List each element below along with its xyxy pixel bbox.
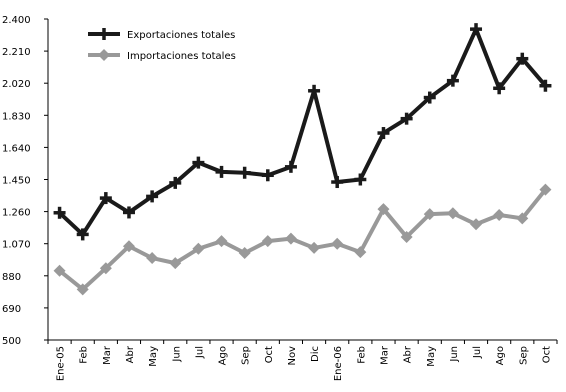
legend-label-importaciones: Importaciones totales	[127, 51, 236, 62]
x-tick-label: Oct	[541, 346, 552, 363]
y-tick-label: 1.830	[2, 111, 31, 122]
data-point	[261, 235, 274, 248]
x-tick-label: Oct	[264, 346, 275, 363]
y-tick-label: 2.210	[2, 47, 31, 58]
x-tick-label: Feb	[79, 346, 90, 364]
data-point	[423, 208, 436, 221]
data-point	[169, 257, 182, 270]
data-point	[516, 52, 529, 65]
legend-swatch-marker	[98, 28, 110, 40]
data-point	[76, 283, 89, 296]
data-point	[331, 176, 344, 189]
x-tick-label: Ago	[495, 346, 506, 365]
x-tick-label: Mar	[102, 345, 113, 365]
x-tick-label: Ago	[218, 346, 229, 365]
y-tick-label: 1.070	[2, 240, 31, 251]
data-point	[215, 235, 228, 248]
series-exportaciones	[53, 23, 552, 241]
series-importaciones	[53, 183, 552, 296]
data-point	[76, 228, 89, 241]
data-point	[354, 173, 367, 186]
y-tick-label: 2.400	[2, 15, 31, 26]
data-point	[377, 203, 390, 216]
legend-marker	[98, 28, 110, 40]
x-axis-ticks: Ene-05 Feb Mar Abr May Jun Jul Ago Sep Oct Nov Dic E…	[47, 340, 558, 381]
x-tick-label: Ene-06	[333, 346, 344, 381]
data-point	[539, 79, 552, 92]
y-tick-label: 500	[2, 336, 21, 347]
x-tick-label: Jul	[472, 346, 483, 359]
data-point	[400, 230, 413, 243]
data-point	[284, 160, 297, 173]
y-tick-label: 2.020	[2, 79, 31, 90]
x-tick-label: Sep	[241, 346, 252, 365]
data-point	[53, 264, 66, 277]
x-tick-label: Sep	[518, 346, 529, 365]
data-point	[400, 112, 413, 125]
data-point	[238, 166, 251, 179]
x-tick-label: May	[148, 346, 159, 367]
y-tick-label: 1.450	[2, 176, 31, 187]
x-tick-label: Nov	[287, 346, 298, 366]
legend-swatch-marker	[98, 49, 110, 61]
x-tick-label: Ene-05	[56, 346, 67, 381]
data-point	[99, 262, 112, 275]
x-tick-label: Mar	[379, 345, 390, 365]
data-point	[493, 82, 506, 95]
y-tick-label: 1.640	[2, 143, 31, 154]
x-tick-label: Jul	[194, 346, 205, 359]
data-point	[146, 190, 159, 203]
data-point	[146, 252, 159, 265]
legend-item-importaciones: Importaciones totales	[88, 49, 236, 62]
data-point	[192, 156, 205, 169]
legend-item-exportaciones: Exportaciones totales	[88, 28, 235, 41]
data-point	[516, 212, 529, 225]
data-point	[446, 207, 459, 220]
data-point	[470, 218, 483, 231]
data-point	[423, 91, 436, 104]
y-axis-ticks: 2.400 2.210 2.020 1.830 1.640 1.450 1.260 1.070…	[2, 15, 48, 347]
chart-series	[53, 23, 552, 296]
x-tick-label: Abr	[125, 345, 136, 363]
data-point	[238, 246, 251, 259]
data-point	[331, 237, 344, 250]
chart-legend: Exportaciones totales Importaciones tota…	[88, 28, 236, 62]
legend-marker	[98, 49, 110, 61]
data-point	[354, 246, 367, 259]
data-point	[284, 232, 297, 245]
data-point	[377, 127, 390, 140]
x-tick-label: Jun	[449, 346, 460, 363]
x-tick-label: May	[426, 346, 437, 367]
data-point	[192, 242, 205, 255]
x-tick-label: Feb	[356, 346, 367, 364]
data-point	[493, 208, 506, 221]
data-point	[539, 183, 552, 196]
data-point	[308, 241, 321, 254]
x-tick-label: Jun	[171, 346, 182, 363]
data-point	[215, 165, 228, 178]
data-point	[99, 192, 112, 205]
data-point	[122, 206, 135, 219]
data-point	[122, 240, 135, 253]
data-point	[261, 169, 274, 182]
chart-axes	[47, 19, 557, 341]
x-tick-label: Dic	[310, 346, 321, 362]
x-tick-label: Abr	[403, 345, 414, 363]
legend-label-exportaciones: Exportaciones totales	[127, 30, 235, 41]
y-tick-label: 1.260	[2, 208, 31, 219]
data-point	[446, 74, 459, 87]
data-point	[470, 23, 483, 36]
data-point	[308, 84, 321, 97]
y-tick-label: 880	[2, 272, 21, 283]
series-line	[58, 188, 547, 292]
data-point	[169, 176, 182, 189]
series-line	[58, 27, 547, 237]
data-point	[53, 206, 66, 219]
y-tick-label: 690	[2, 304, 21, 315]
